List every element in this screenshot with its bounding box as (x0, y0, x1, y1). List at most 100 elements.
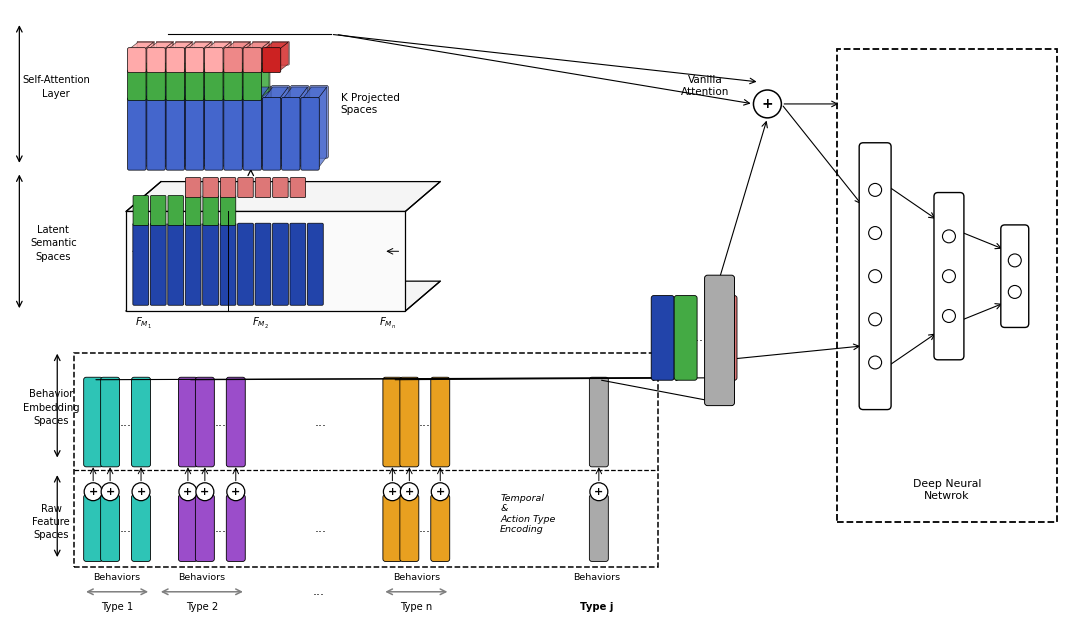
Text: +: + (184, 487, 192, 497)
FancyBboxPatch shape (175, 85, 193, 158)
Polygon shape (164, 42, 173, 71)
FancyBboxPatch shape (252, 85, 270, 158)
Text: +: + (435, 487, 445, 497)
FancyBboxPatch shape (214, 41, 231, 65)
Text: Self-Attention
Layer: Self-Attention Layer (23, 75, 91, 99)
Polygon shape (298, 87, 308, 168)
FancyBboxPatch shape (203, 223, 218, 305)
FancyBboxPatch shape (220, 178, 235, 197)
Polygon shape (264, 42, 288, 49)
Polygon shape (260, 87, 269, 168)
Text: +: + (761, 97, 773, 111)
FancyBboxPatch shape (186, 196, 201, 225)
Polygon shape (145, 87, 153, 168)
Polygon shape (280, 42, 288, 71)
Polygon shape (187, 87, 212, 99)
Text: ...: ... (314, 522, 326, 534)
FancyBboxPatch shape (214, 85, 232, 158)
Polygon shape (202, 42, 212, 71)
Text: ...: ... (314, 461, 326, 474)
Polygon shape (202, 87, 212, 168)
FancyBboxPatch shape (132, 377, 150, 467)
FancyBboxPatch shape (224, 47, 242, 73)
Polygon shape (129, 87, 153, 99)
FancyBboxPatch shape (127, 97, 146, 170)
FancyBboxPatch shape (255, 178, 271, 197)
Text: ...: ... (419, 415, 431, 429)
Text: +: + (106, 487, 114, 497)
Circle shape (943, 270, 956, 283)
Polygon shape (241, 87, 249, 168)
Circle shape (227, 483, 245, 501)
Polygon shape (241, 63, 249, 99)
Text: Behavior
Embedding
Spaces: Behavior Embedding Spaces (23, 389, 80, 426)
FancyBboxPatch shape (243, 70, 261, 101)
FancyBboxPatch shape (383, 495, 402, 561)
FancyBboxPatch shape (194, 85, 213, 158)
FancyBboxPatch shape (167, 223, 184, 305)
Polygon shape (145, 42, 153, 71)
FancyBboxPatch shape (194, 41, 213, 65)
FancyBboxPatch shape (233, 41, 251, 65)
Text: Behaviors: Behaviors (393, 573, 440, 582)
Polygon shape (126, 281, 441, 311)
Polygon shape (318, 87, 327, 168)
FancyBboxPatch shape (704, 275, 734, 406)
Circle shape (868, 184, 881, 196)
Polygon shape (183, 63, 192, 99)
Polygon shape (126, 182, 441, 211)
FancyBboxPatch shape (400, 495, 419, 561)
Text: Behaviors: Behaviors (94, 573, 140, 582)
Circle shape (1009, 285, 1022, 298)
FancyBboxPatch shape (195, 495, 214, 561)
FancyBboxPatch shape (233, 62, 251, 92)
FancyBboxPatch shape (243, 47, 261, 73)
FancyBboxPatch shape (204, 97, 222, 170)
FancyBboxPatch shape (204, 47, 222, 73)
Text: +: + (388, 487, 397, 497)
Circle shape (868, 356, 881, 369)
Text: ...: ... (314, 415, 326, 429)
Circle shape (943, 310, 956, 322)
FancyBboxPatch shape (255, 223, 271, 305)
FancyBboxPatch shape (253, 62, 270, 92)
FancyBboxPatch shape (214, 62, 231, 92)
FancyBboxPatch shape (176, 62, 193, 92)
Polygon shape (283, 87, 308, 99)
Text: Vanilla
Attention: Vanilla Attention (681, 75, 730, 97)
FancyBboxPatch shape (272, 178, 288, 197)
FancyBboxPatch shape (227, 495, 245, 561)
FancyBboxPatch shape (590, 495, 608, 561)
FancyBboxPatch shape (224, 97, 242, 170)
FancyBboxPatch shape (233, 85, 252, 158)
Text: ...: ... (214, 522, 227, 534)
Polygon shape (148, 42, 173, 49)
FancyBboxPatch shape (136, 85, 156, 158)
Polygon shape (126, 211, 405, 311)
Polygon shape (226, 42, 249, 49)
Polygon shape (148, 63, 173, 71)
Polygon shape (260, 42, 269, 71)
FancyBboxPatch shape (220, 223, 237, 305)
FancyBboxPatch shape (150, 223, 166, 305)
FancyBboxPatch shape (431, 377, 449, 467)
FancyBboxPatch shape (178, 495, 198, 561)
FancyBboxPatch shape (203, 196, 218, 225)
FancyBboxPatch shape (166, 47, 185, 73)
Polygon shape (264, 87, 288, 99)
FancyBboxPatch shape (651, 296, 674, 380)
FancyBboxPatch shape (186, 97, 204, 170)
Text: +: + (89, 487, 98, 497)
Bar (75, 353, 658, 567)
FancyBboxPatch shape (156, 85, 174, 158)
FancyBboxPatch shape (100, 377, 120, 467)
Polygon shape (244, 87, 269, 99)
Circle shape (383, 483, 402, 501)
FancyBboxPatch shape (132, 495, 150, 561)
Circle shape (590, 483, 608, 501)
Text: ...: ... (312, 586, 325, 598)
Polygon shape (187, 63, 212, 71)
FancyBboxPatch shape (147, 47, 165, 73)
FancyBboxPatch shape (431, 495, 449, 561)
FancyBboxPatch shape (194, 62, 213, 92)
